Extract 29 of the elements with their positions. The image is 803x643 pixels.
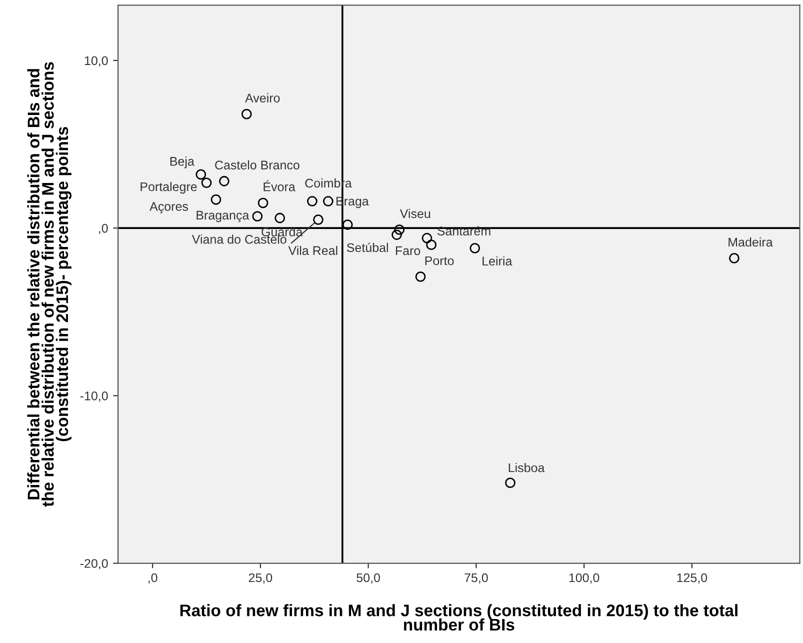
x-tick-label: ,0 [148,573,158,584]
y-tick-label: -10,0 [80,391,108,402]
y-axis-title: Differential between the relative distribution of BIs and the relative distribution of new firms in M and J sections (constituted in 2015)- percentage points [27,62,72,507]
annotation: Castelo Branco [215,160,300,170]
annotation: Leiria [482,256,512,266]
x-tick-label: 125,0 [677,573,708,584]
annotation: Bragança [196,210,250,222]
annotation: Faro [396,246,420,256]
annotation: Vila Real [288,246,338,256]
annotation: Évora [264,180,296,192]
annotation: Porto [425,256,454,266]
x-tick-label: 100,0 [569,573,600,584]
x-tick-label: 50,0 [356,573,380,584]
annotation: Viseu [400,208,430,218]
annotation: Madeira [728,237,773,247]
x-tick-label: 25,0 [248,573,272,584]
annotation: Lisboa [508,462,545,472]
annotation: Guarda [262,227,303,236]
y-tick-label: ,0 [99,224,108,234]
annotation: Beja [170,156,194,168]
annotation: Açores [150,202,188,214]
x-tick-label: 75,0 [464,573,488,584]
y-tick-label: 10,0 [84,56,108,67]
x-axis-title: Ratio of new firms in M and J sections (constituted in 2015) to the total number of BIs [180,604,738,631]
annotation: Portalegre [140,182,197,194]
annotation: Aveiro [245,93,280,102]
annotation: Viana do Castelo [192,234,286,244]
annotation: Setúbal [346,242,388,252]
y-tick-label: -20,0 [80,559,108,570]
